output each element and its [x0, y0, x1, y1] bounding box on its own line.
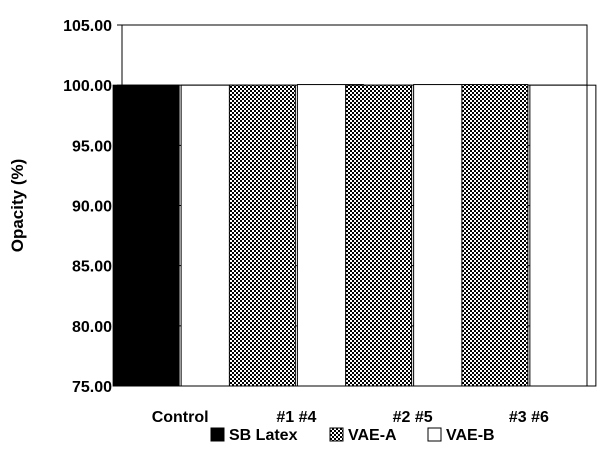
y-tick-label: 75.00: [72, 379, 112, 396]
x-tick-label: Control: [152, 409, 209, 426]
y-axis-title: Opacity (%): [8, 159, 27, 253]
legend: SB Latex VAE-A VAE-B: [210, 427, 495, 444]
bar-vae-a: [228, 84, 296, 387]
y-tick-label: 105.00: [63, 18, 112, 35]
bar-vae-a: [345, 84, 413, 387]
y-tick-label: 100.00: [63, 78, 112, 95]
axes: 105.00 100.00 95.00 90.00 85.00 80.00 75.00 Opa…: [8, 18, 588, 426]
y-tick-label: 85.00: [72, 259, 112, 276]
legend-label: VAE-B: [446, 427, 495, 444]
legend-swatch-vae-b: [427, 427, 442, 442]
bars: [112, 84, 597, 387]
legend-label: SB Latex: [229, 427, 298, 444]
x-tick-label: #2 #5: [393, 409, 433, 426]
y-tick-label: 90.00: [72, 199, 112, 216]
legend-swatch-sb-latex: [210, 427, 225, 442]
x-tick-label: #3 #6: [509, 409, 549, 426]
x-tick-label: #1 #4: [276, 409, 316, 426]
legend-label: VAE-A: [348, 427, 397, 444]
y-tick-label: 95.00: [72, 138, 112, 155]
legend-swatch-vae-a: [329, 427, 344, 442]
y-tick-label: 80.00: [72, 319, 112, 336]
bar-vae-a: [461, 84, 529, 387]
bar-sb-latex: [112, 84, 180, 387]
bar-vae-b: [529, 84, 597, 387]
